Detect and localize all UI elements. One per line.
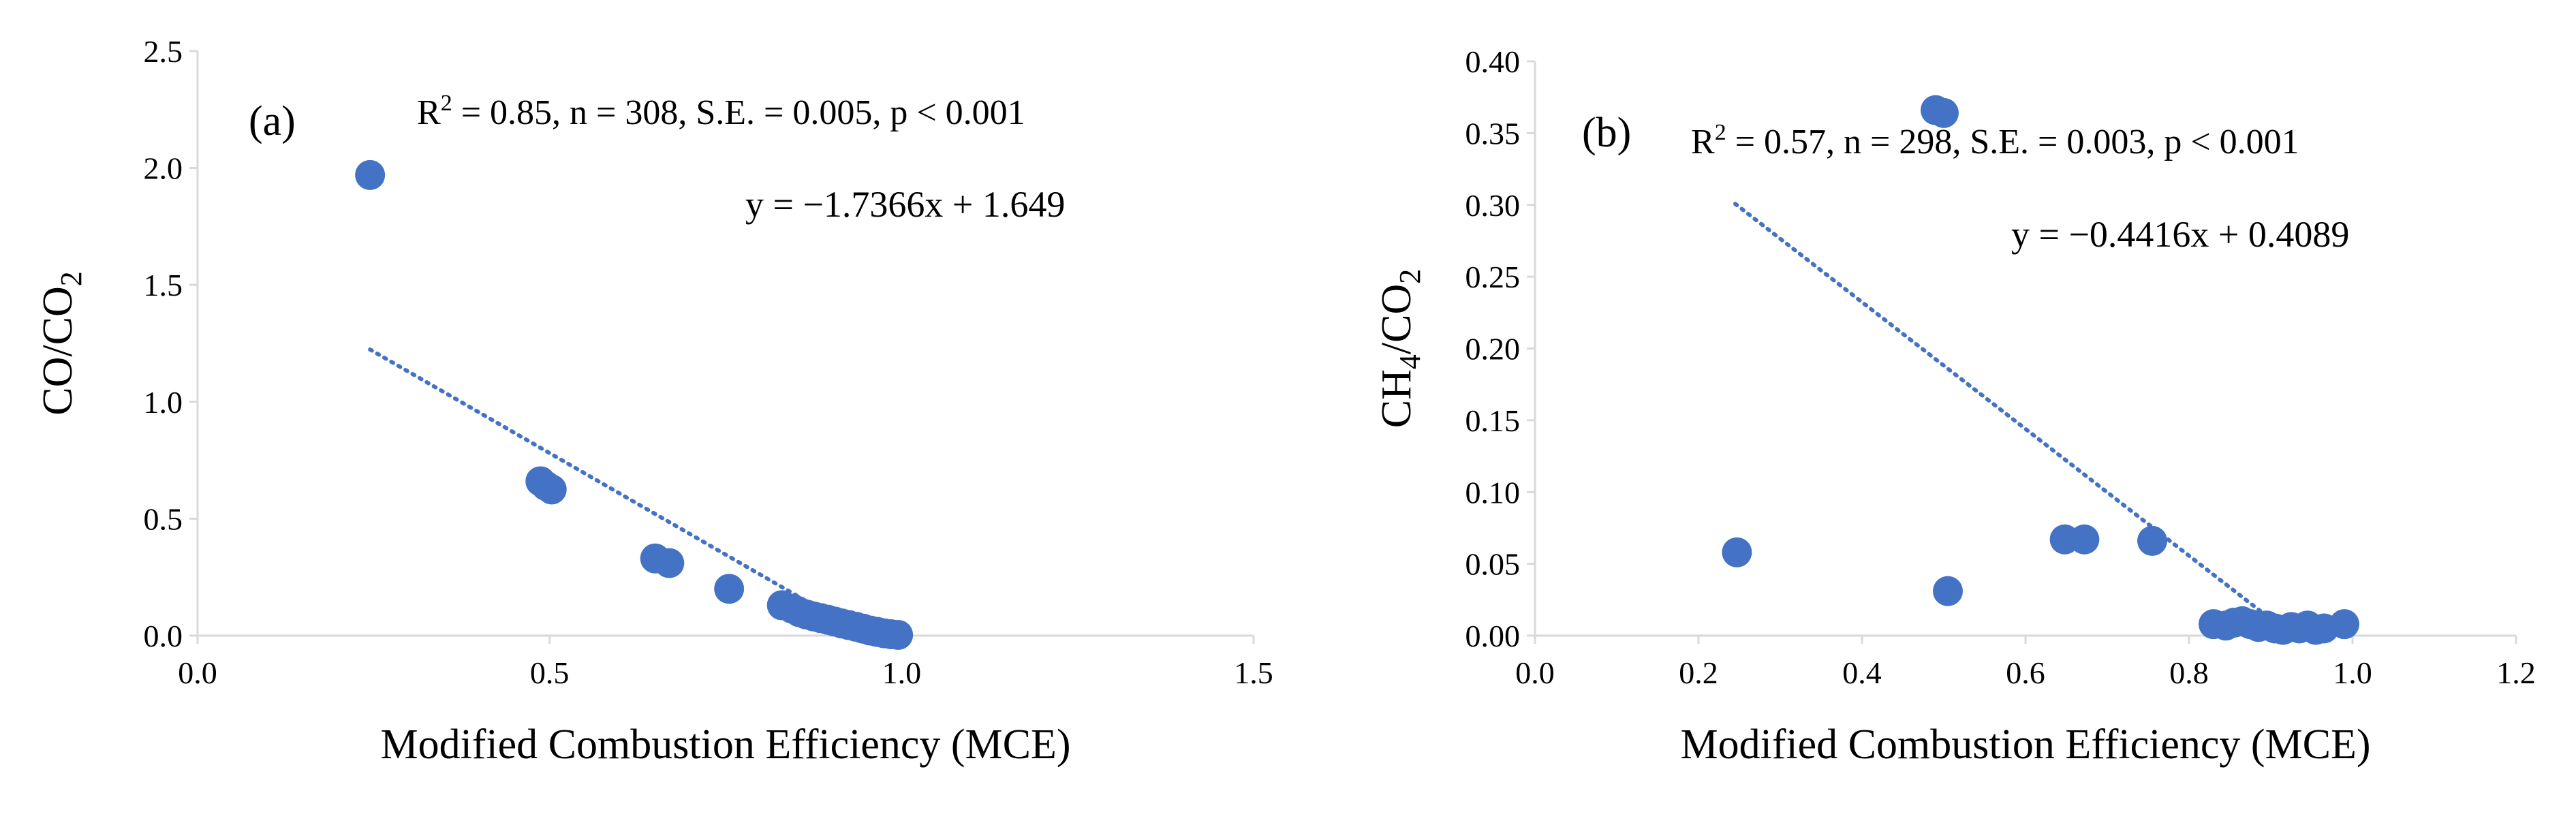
x-tick-label: 1.2 [2496,655,2536,690]
y-axis-title-mid: /CO [1374,284,1420,354]
y-tick-label: 0.5 [144,501,183,536]
data-point [1722,537,1752,567]
trendline [368,347,868,638]
x-tick-label: 0.8 [2169,655,2209,690]
x-tick-label: 0.2 [1679,655,1718,690]
data-point [654,548,685,578]
data-point [2329,609,2359,640]
regression-equation: y = −0.4416x + 0.4089 [2011,214,2349,255]
regression-stats: R2 = 0.85, n = 308, S.E. = 0.005, p < 0.… [417,91,1025,132]
data-point [536,474,567,505]
y-axis-title: CH4/CO2 [1374,269,1427,429]
stats-r: R [1691,123,1715,161]
y-axis-title-sub: 2 [55,271,88,286]
x-tick-label: 0.5 [530,655,570,690]
y-tick-label: 0.10 [1465,475,1521,510]
x-tick-label: 0.0 [178,655,217,690]
y-tick-label: 0.00 [1465,619,1521,653]
data-point [2137,525,2167,556]
regression-stats: R2 = 0.57, n = 298, S.E. = 0.003, p < 0.… [1691,120,2299,161]
data-point [355,159,386,190]
trendline [1733,202,2293,638]
stats-r: R [417,93,441,132]
y-tick-label: 0.20 [1465,332,1521,367]
x-axis-title: Modified Combustion Efficiency (MCE) [380,721,1070,768]
x-tick-label: 1.5 [1234,655,1273,690]
data-point [883,619,914,650]
data-point [2069,524,2100,555]
y-axis-title-sub: 4 [1393,354,1427,369]
y-tick-label: 0.40 [1465,44,1521,79]
y-tick-label: 2.0 [144,151,183,186]
panel-label: (b) [1582,110,1631,156]
x-tick-label: 1.0 [2333,655,2372,690]
panel-label: (a) [249,98,296,144]
x-tick-label: 0.0 [1515,655,1555,690]
y-axis-title: CO/CO2 [35,271,88,415]
stats-r-superscript: 2 [441,91,452,116]
y-tick-label: 0.35 [1465,116,1521,151]
y-tick-label: 1.5 [144,268,183,302]
y-tick-label: 0.0 [144,619,183,653]
x-tick-label: 0.6 [2006,655,2045,690]
y-tick-label: 1.0 [144,385,183,420]
x-axis-title: Modified Combustion Efficiency (MCE) [1680,721,2370,768]
chart-panel-b: 0.0 0.2 0.4 0.6 0.8 1.0 1.2 0.00 0.05 0.10 0.15 0.2… [1374,44,2536,768]
data-point [714,574,745,604]
stats-values: = 0.85, n = 308, S.E. = 0.005, p < 0.001 [452,93,1025,132]
y-tick-label: 0.25 [1465,260,1521,294]
stats-r-superscript: 2 [1715,120,1726,145]
y-tick-label: 0.30 [1465,188,1521,223]
y-axis-title-main: CO/CO [35,286,81,415]
x-tick-label: 1.0 [882,655,922,690]
data-point [1933,576,1963,606]
stats-values: = 0.57, n = 298, S.E. = 0.003, p < 0.001 [1726,123,2299,161]
regression-equation: y = −1.7366x + 1.649 [745,184,1065,225]
x-tick-label: 0.4 [1842,655,1882,690]
data-point [1929,97,1959,128]
y-tick-label: 0.15 [1465,403,1521,438]
y-axis-title-sub2: 2 [1393,269,1427,284]
chart-panel-a: 0.0 0.5 1.0 1.5 0.0 0.5 1.0 1.5 2.0 2.5 Modified C… [35,34,1273,768]
y-tick-label: 2.5 [144,34,183,69]
y-tick-label: 0.05 [1465,547,1521,582]
y-axis-title-main: CH [1374,369,1420,428]
